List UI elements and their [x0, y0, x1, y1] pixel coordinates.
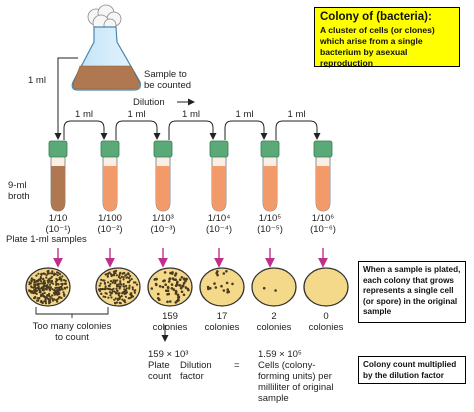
transfer-volume-label: 1 ml — [182, 109, 200, 120]
definition-text: A cluster of cells (or clones) which ari… — [320, 25, 435, 68]
sample-flask — [71, 4, 141, 91]
transfer-volume-label: 1 ml — [75, 109, 93, 120]
tube-cap — [48, 140, 68, 158]
transfer-arrow — [168, 120, 217, 140]
dilution-tube — [313, 140, 333, 212]
dilution-exponent: (10⁻³) — [150, 224, 175, 235]
definition-title: Colony of (bacteria): — [320, 11, 432, 23]
calc-plate-count-line2: count — [148, 371, 172, 382]
tube-cap — [100, 140, 120, 158]
dilution-fraction: 1/10⁶ — [312, 213, 334, 224]
transfer-arrow — [224, 120, 268, 140]
dilution-tube — [260, 140, 280, 212]
colony-count: 159 — [162, 311, 178, 322]
dilution-fraction: 1/10 — [49, 213, 68, 224]
dilution-tube — [209, 140, 229, 212]
dilution-fraction: 1/100 — [98, 213, 122, 224]
broth-label-line1: 9-ml — [8, 180, 26, 191]
flask-transfer-arrow — [54, 57, 78, 140]
flask-label-line1: Sample to — [144, 69, 187, 80]
dilution-exponent: (10⁻⁵) — [257, 224, 283, 235]
transfer-volume-label: 1 ml — [236, 109, 254, 120]
colony-count-unit: colonies — [205, 322, 240, 333]
too-many-bracket — [35, 307, 109, 315]
petri-plate — [147, 267, 193, 307]
petri-plates — [25, 267, 349, 307]
colony-count-unit: colonies — [309, 322, 344, 333]
plating-arrows — [53, 248, 328, 268]
calc-plate-count-line1: Plate — [148, 360, 170, 371]
dilution-tubes — [48, 140, 333, 212]
dilution-exponent: (10⁻⁶) — [310, 224, 336, 235]
broth-label-line2: broth — [8, 191, 30, 202]
colony-count-unit: colonies — [257, 322, 292, 333]
transfer-arrow — [115, 120, 161, 140]
calc-result-line4: sample — [258, 393, 289, 404]
calc-left-value: 159 × 10³ — [148, 349, 188, 360]
calc-result-line2: forming units) per — [258, 371, 332, 382]
tube-cap — [260, 140, 280, 158]
calc-dilution-line1: Dilution — [180, 360, 212, 371]
multiply-note-text: Colony count multiplied by the dilution … — [363, 360, 457, 380]
colony-count: 0 — [323, 311, 328, 322]
flask-label-line2: be counted — [144, 80, 191, 91]
calc-dilution-line2: factor — [180, 371, 204, 382]
flask-transfer-volume: 1 ml — [28, 75, 46, 86]
transfer-arrow — [275, 120, 321, 140]
petri-plate — [199, 267, 245, 307]
colony-definition-box: Colony of (bacteria): A cluster of cells… — [314, 7, 460, 68]
calc-result-value: 1.59 × 10⁵ — [258, 349, 302, 360]
dilution-fraction: 1/10³ — [152, 213, 174, 224]
dilution-exponent: (10⁻⁴) — [206, 224, 232, 235]
dilution-labels: 1/10(10⁻¹)1/100(10⁻²)1/10³(10⁻³)1/10⁴(10… — [45, 213, 335, 235]
dilution-tube — [100, 140, 120, 212]
petri-plate — [303, 267, 349, 307]
dilution-fraction: 1/10⁴ — [208, 213, 231, 224]
petri-plate — [95, 267, 141, 307]
calc-result-line1: Cells (colony- — [258, 360, 316, 371]
transfer-volume-label: 1 ml — [128, 109, 146, 120]
dilution-exponent: (10⁻²) — [97, 224, 122, 235]
petri-plate — [251, 267, 297, 307]
transfer-volume-label: 1 ml — [288, 109, 306, 120]
dilution-exponent: (10⁻¹) — [45, 224, 70, 235]
transfer-arrow — [63, 120, 108, 140]
calc-equals: = — [234, 360, 240, 371]
colony-count: 17 — [217, 311, 228, 322]
multiply-note-box: Colony count multiplied by the dilution … — [358, 356, 466, 384]
tube-cap — [313, 140, 333, 158]
plate-note-text: When a sample is plated, each colony tha… — [363, 265, 461, 317]
too-many-line1: Too many colonies — [33, 321, 112, 332]
dilution-fraction: 1/10⁵ — [259, 213, 281, 224]
dilution-tube — [48, 140, 68, 212]
too-many-line2: to count — [55, 332, 89, 343]
colony-count: 2 — [271, 311, 276, 322]
dilution-label: Dilution — [133, 97, 165, 108]
tube-cap — [209, 140, 229, 158]
dilution-tube — [153, 140, 173, 212]
petri-plate — [25, 267, 71, 307]
colony-count-unit: colonies — [153, 322, 188, 333]
plate-note-box: When a sample is plated, each colony tha… — [358, 261, 466, 323]
tube-cap — [153, 140, 173, 158]
tube-transfer-arrows: 1 ml 1 ml 1 ml 1 ml 1 ml — [63, 109, 321, 140]
plating-label: Plate 1-ml samples — [6, 234, 87, 245]
calc-result-line3: milliliter of original — [258, 382, 334, 393]
